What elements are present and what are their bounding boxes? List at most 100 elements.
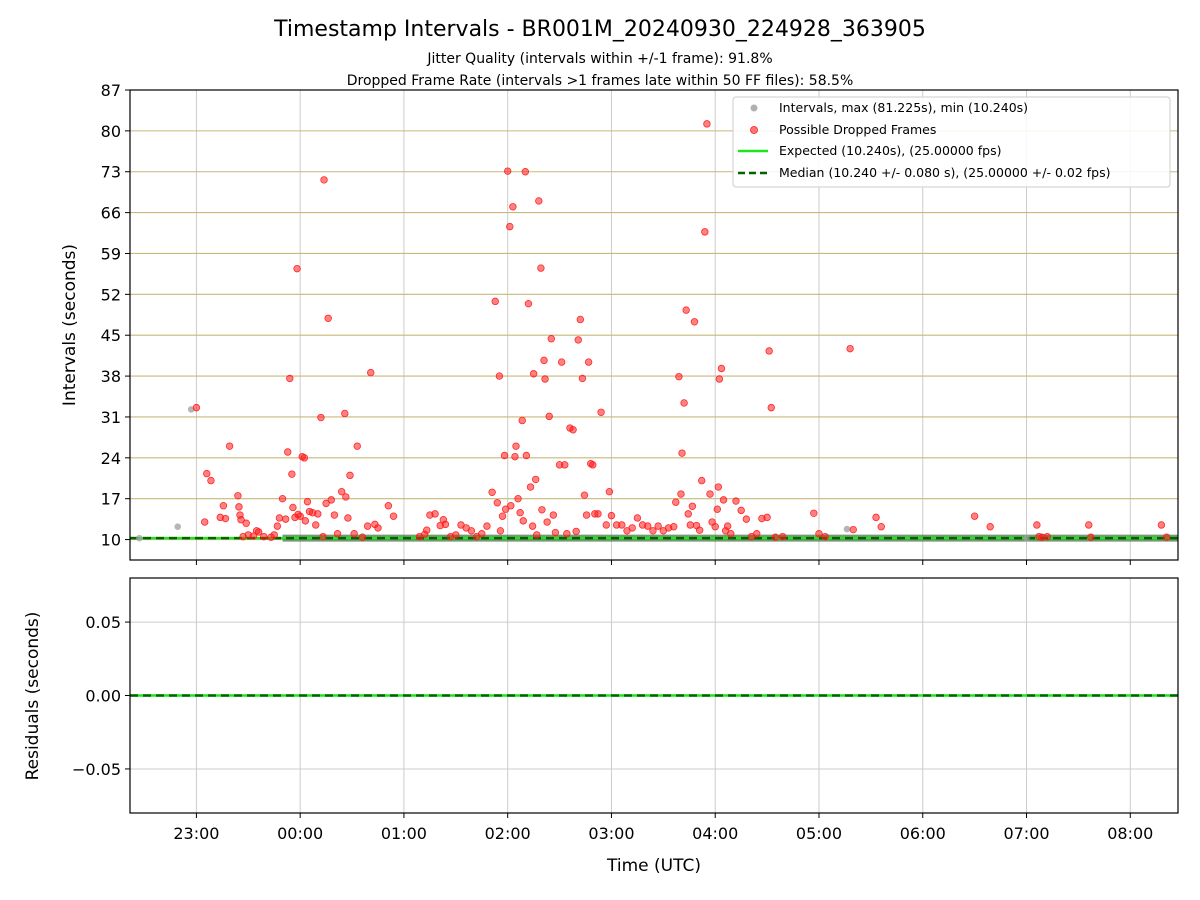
dropped-frame-point bbox=[221, 514, 230, 523]
dropped-frame-point bbox=[521, 168, 530, 176]
dropped-frame-point bbox=[496, 527, 505, 535]
dropped-frame-point bbox=[765, 347, 773, 355]
dropped-frame-point bbox=[327, 496, 335, 504]
chart-title: Timestamp Intervals - BR001M_20240930_22… bbox=[273, 17, 926, 42]
dropped-frame-point bbox=[545, 412, 553, 421]
dropped-frame-point bbox=[561, 461, 569, 469]
x-tick-label: 07:00 bbox=[1003, 824, 1049, 843]
dropped-frame-point bbox=[654, 522, 662, 530]
dropped-frame-point bbox=[714, 483, 723, 491]
x-tick-label: 04:00 bbox=[692, 824, 738, 843]
chart-subtitle-dropped: Dropped Frame Rate (intervals >1 frames … bbox=[347, 73, 854, 89]
x-tick-label: 05:00 bbox=[796, 824, 842, 843]
dropped-frame-point bbox=[584, 358, 593, 366]
dropped-frame-point bbox=[551, 528, 560, 537]
dropped-frame-point bbox=[289, 503, 297, 512]
dropped-frame-point bbox=[538, 506, 546, 514]
legend-label-expected: Expected (10.240s), (25.00000 fps) bbox=[779, 143, 1001, 158]
dropped-frame-point bbox=[514, 494, 522, 503]
x-tick-label: 23:00 bbox=[173, 824, 219, 843]
dropped-frame-point bbox=[690, 318, 699, 326]
dropped-frame-point bbox=[572, 527, 580, 536]
dropped-frame-point bbox=[358, 533, 367, 541]
dropped-frame-point bbox=[597, 408, 605, 416]
dropped-frame-point bbox=[719, 496, 728, 504]
dropped-frame-point bbox=[607, 511, 616, 520]
dropped-frame-point bbox=[296, 512, 304, 520]
dropped-frame-point bbox=[441, 520, 450, 529]
dropped-frame-point bbox=[346, 471, 354, 480]
dropped-frame-point bbox=[649, 527, 657, 535]
dropped-frame-point bbox=[219, 502, 228, 510]
dropped-frame-point bbox=[278, 494, 287, 503]
dropped-frame-point bbox=[254, 528, 263, 536]
dropped-frame-point bbox=[540, 356, 548, 365]
dropped-frame-point bbox=[541, 375, 549, 383]
dropped-frame-point bbox=[511, 452, 519, 461]
dropped-frame-point bbox=[260, 532, 268, 541]
x-tick-label: 03:00 bbox=[588, 824, 634, 843]
dropped-frame-point bbox=[342, 493, 350, 501]
x-tick-label: 02:00 bbox=[485, 824, 531, 843]
x-axis-label: Time (UTC) bbox=[606, 856, 701, 876]
dropped-frame-point bbox=[970, 512, 979, 520]
dropped-frame-point bbox=[350, 530, 358, 538]
x-tick-label: 08:00 bbox=[1107, 824, 1153, 843]
intervals-y-tick-label: 45 bbox=[101, 326, 121, 345]
intervals-panel: 10 17 24 31 38 45 52 59 66 73 80 87 Intervals (seco… bbox=[60, 81, 1179, 565]
dropped-frame-point bbox=[431, 510, 439, 518]
dropped-frame-point bbox=[288, 470, 296, 478]
dropped-frame-point bbox=[519, 517, 527, 525]
dropped-frame-point bbox=[344, 514, 352, 522]
dropped-frame-point bbox=[549, 511, 558, 519]
dropped-frame-point bbox=[286, 374, 294, 383]
residuals-y-tick-label: −0.05 bbox=[72, 760, 121, 779]
dropped-frame-point bbox=[467, 527, 476, 535]
dropped-frame-point bbox=[303, 497, 312, 506]
dropped-frame-point bbox=[986, 523, 994, 531]
dropped-frame-point bbox=[524, 299, 533, 308]
dropped-frame-point bbox=[516, 509, 524, 517]
dropped-frame-point bbox=[569, 426, 577, 434]
dropped-frame-point bbox=[512, 442, 520, 450]
interval-points bbox=[136, 120, 1171, 542]
dropped-frame-point bbox=[557, 358, 566, 366]
dropped-frame-point bbox=[563, 530, 571, 538]
dropped-frame-point bbox=[234, 492, 242, 500]
dropped-frame-point bbox=[778, 532, 787, 541]
dropped-frame-point bbox=[353, 442, 361, 450]
dropped-frame-point bbox=[589, 461, 597, 469]
dropped-frame-point bbox=[529, 370, 538, 378]
dropped-frame-point bbox=[810, 509, 818, 517]
dropped-frame-point bbox=[763, 513, 771, 522]
dropped-frame-point bbox=[602, 521, 610, 529]
dropped-frame-point bbox=[753, 530, 761, 538]
dropped-frame-point bbox=[715, 375, 724, 383]
dropped-frame-point bbox=[1033, 521, 1041, 529]
dropped-frame-point bbox=[337, 487, 346, 496]
intervals-y-axis-label: Intervals (seconds) bbox=[60, 244, 80, 406]
dropped-frame-point bbox=[518, 416, 526, 425]
dropped-frame-point bbox=[684, 510, 692, 518]
dropped-frame-point bbox=[312, 521, 320, 529]
dropped-frame-point bbox=[711, 523, 719, 531]
intervals-plot-frame bbox=[129, 89, 1179, 561]
interval-point bbox=[843, 525, 851, 533]
dropped-frame-point bbox=[507, 502, 515, 510]
intervals-x-ticks bbox=[195, 560, 1131, 565]
dropped-frame-point bbox=[703, 120, 711, 128]
dropped-frame-point bbox=[319, 532, 327, 541]
dropped-frame-point bbox=[509, 203, 517, 211]
dropped-frame-point bbox=[576, 315, 585, 324]
dropped-frame-point bbox=[701, 228, 709, 236]
dropped-frame-point bbox=[506, 222, 514, 231]
dropped-frame-point bbox=[580, 491, 589, 499]
dropped-frame-point bbox=[300, 454, 309, 462]
x-tick-label: 00:00 bbox=[277, 824, 323, 843]
dropped-frame-point bbox=[503, 167, 512, 175]
intervals-y-tick-label: 10 bbox=[101, 531, 121, 550]
dropped-frame-point bbox=[423, 526, 431, 534]
legend-label-intervals: Intervals, max (81.225s), min (10.240s) bbox=[779, 100, 1028, 115]
intervals-y-tick-label: 52 bbox=[101, 285, 121, 304]
intervals-y-tick-label: 17 bbox=[101, 490, 121, 509]
